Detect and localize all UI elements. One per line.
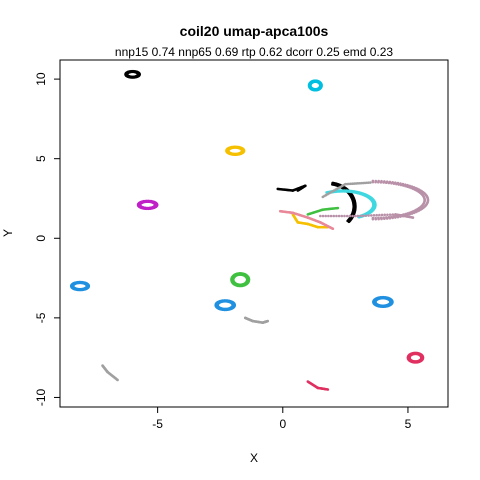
data-point [382, 216, 385, 219]
data-point [364, 214, 368, 217]
data-point [340, 214, 344, 218]
data-point [372, 214, 376, 217]
data-point [380, 213, 384, 217]
y-tick-label: 5 [34, 155, 48, 162]
data-point [420, 356, 423, 360]
data-point [385, 216, 388, 219]
data-point [391, 213, 395, 216]
data-point [390, 215, 393, 219]
data-point [324, 214, 328, 218]
data-point [319, 214, 322, 218]
data-point [369, 181, 372, 184]
data-point [331, 183, 334, 186]
data-point [388, 213, 392, 216]
data-point [389, 300, 392, 304]
data-point [335, 214, 338, 218]
x-tick-label: -5 [152, 417, 163, 431]
data-point [245, 278, 249, 282]
chart-title: coil20 umap-apca100s [180, 23, 329, 39]
data-point [412, 185, 416, 189]
data-point [383, 213, 387, 217]
data-point [356, 214, 360, 218]
data-point [375, 213, 378, 217]
data-point [331, 227, 335, 231]
data-point [332, 214, 336, 218]
data-point [367, 214, 370, 217]
data-point [404, 212, 407, 216]
points-layer [69, 69, 430, 391]
data-point [378, 213, 381, 217]
data-point [369, 214, 373, 217]
data-point [326, 388, 330, 391]
data-point [377, 216, 380, 220]
data-point [408, 184, 412, 188]
data-point [387, 215, 391, 219]
data-point [377, 180, 380, 184]
x-tick-label: 5 [405, 417, 412, 431]
data-point [382, 181, 385, 184]
x-axis: -5 0 5 [152, 407, 412, 431]
data-point [359, 214, 362, 218]
data-point [361, 214, 365, 218]
data-point [353, 214, 357, 218]
data-point [345, 214, 349, 218]
data-point [374, 180, 377, 184]
y-tick-label: 10 [34, 72, 48, 86]
data-point [296, 189, 300, 192]
data-point [319, 84, 322, 88]
data-point [371, 216, 375, 220]
data-point [379, 216, 383, 220]
data-point [321, 214, 325, 218]
data-point [387, 181, 391, 185]
y-tick-label: 0 [34, 235, 48, 242]
data-point [336, 206, 340, 210]
data-point [348, 214, 352, 218]
data-point [231, 304, 235, 307]
data-point [329, 214, 333, 218]
data-point [351, 214, 354, 218]
data-point [406, 212, 409, 215]
y-tick-label: -5 [34, 312, 48, 323]
y-axis: -10 -5 0 5 10 [34, 72, 60, 406]
data-point [410, 185, 414, 188]
data-point [337, 214, 341, 218]
data-point [403, 183, 407, 186]
data-point [116, 378, 119, 382]
data-point [153, 203, 157, 207]
data-point [411, 216, 415, 219]
data-point [374, 216, 377, 220]
data-point [385, 181, 388, 185]
data-point [386, 213, 389, 217]
data-point [379, 181, 383, 184]
y-axis-label: Y [1, 229, 15, 237]
plot-frame [59, 59, 449, 408]
data-point [240, 149, 244, 153]
x-axis-label: X [250, 451, 258, 465]
data-point [392, 215, 396, 218]
data-point [85, 285, 89, 288]
data-point [327, 214, 330, 218]
chart-subtitle: nnp15 0.74 nnp65 0.69 rtp 0.62 dcorr 0.2… [115, 45, 394, 59]
data-point [343, 214, 346, 218]
x-tick-label: 0 [279, 417, 286, 431]
y-tick-label: -10 [34, 388, 48, 406]
data-point [406, 183, 409, 187]
data-point [136, 73, 140, 76]
data-point [266, 319, 270, 323]
data-point [371, 180, 375, 184]
